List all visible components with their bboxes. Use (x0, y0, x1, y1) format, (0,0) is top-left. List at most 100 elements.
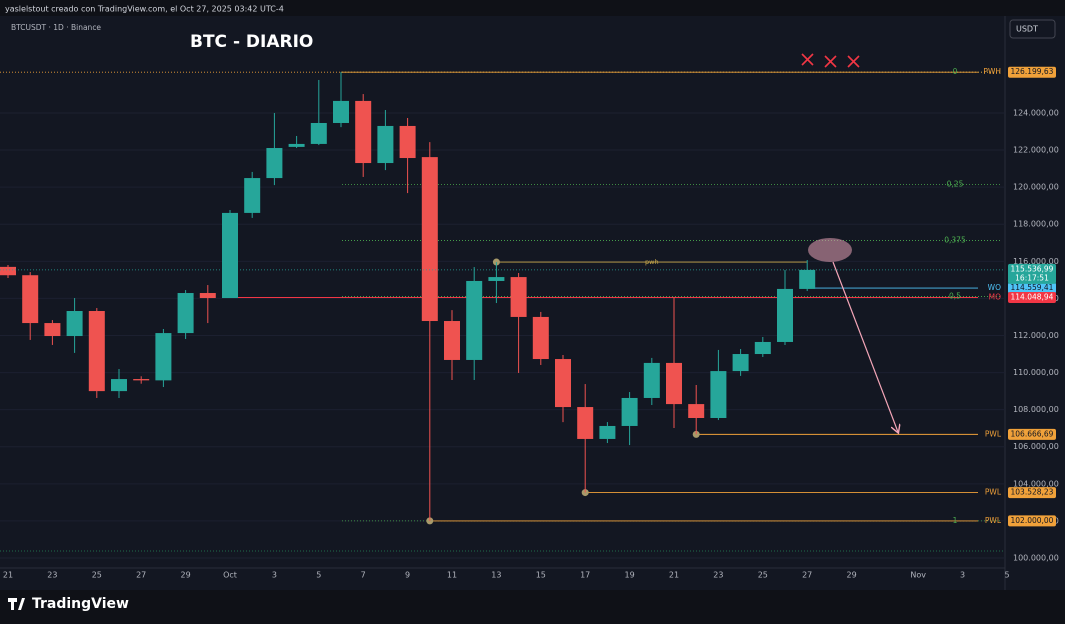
price-label: 102.000,00 (1011, 516, 1054, 525)
candle-body (288, 143, 305, 147)
arrow (832, 261, 898, 432)
candle-body (777, 288, 793, 342)
logo (8, 598, 25, 610)
candle-body (199, 293, 216, 299)
x-tick-label: 27 (802, 571, 812, 580)
y-tick-label: 116.000,00 (1013, 257, 1059, 266)
highlight-ellipse (808, 238, 852, 262)
y-tick-label: 106.000,00 (1013, 442, 1059, 451)
last-price-label: 115.536,99 (1011, 264, 1054, 273)
y-tick-label: 110.000,00 (1013, 368, 1059, 377)
price-label: 114.559,41 (1011, 283, 1054, 292)
candle-body (266, 148, 283, 179)
candle-body (599, 425, 616, 439)
price-label: 114.048,94 (1011, 292, 1054, 301)
x-tick-label: 27 (136, 571, 146, 580)
x-tick-label: 5 (1004, 571, 1009, 580)
y-tick-label: 112.000,00 (1013, 331, 1059, 340)
last-price-box (1008, 263, 1056, 284)
candle-body (488, 277, 505, 281)
candle-body (799, 269, 816, 289)
candle-body (688, 404, 705, 418)
x-tick-label: 3 (960, 571, 965, 580)
candle-body (621, 397, 638, 426)
x-tick-label: 3 (272, 571, 277, 580)
candle-body (666, 362, 682, 405)
level-anchor (692, 430, 700, 438)
level-name: MO (989, 292, 1001, 301)
candle-body (555, 359, 571, 408)
candle-body (532, 316, 549, 360)
candle-body (111, 379, 127, 392)
chart-title: BTC - DIARIO (190, 32, 313, 52)
x-tick-label: 25 (758, 571, 768, 580)
x-tick-label: 19 (625, 571, 635, 580)
candle-body (466, 280, 483, 360)
candle-body (310, 122, 327, 144)
x-tick-label: 29 (181, 571, 191, 580)
price-label-box (1008, 282, 1056, 294)
candle-body (510, 277, 527, 317)
y-tick-label: 100.000,00 (1013, 553, 1059, 562)
level-anchor (581, 489, 589, 497)
currency-box[interactable] (1009, 19, 1056, 39)
fib-label: 0,375 (944, 235, 966, 244)
price-label-box (1008, 515, 1056, 527)
candle-body (22, 275, 39, 324)
fib-label: 1 (953, 516, 958, 525)
candle-body (244, 178, 261, 213)
plot: pwh (0, 71, 1005, 559)
y-tick-label: 104.000,00 (1013, 479, 1059, 488)
x-tick-label: Nov (910, 571, 926, 580)
candle-body (399, 125, 416, 159)
candle-body (66, 311, 83, 337)
candle-body (333, 100, 349, 123)
candle-body (577, 407, 594, 439)
candle-body (177, 293, 194, 334)
candle-body (355, 100, 372, 164)
x-tick-label: 23 (47, 571, 57, 580)
level-name: PWL (985, 429, 1002, 438)
y-tick-label: 122.000,00 (1013, 146, 1059, 155)
x-tick-label: 21 (3, 571, 13, 580)
x-tick-label: 15 (536, 571, 546, 580)
price-label-box (1008, 291, 1056, 303)
level-name: PWL (985, 488, 1002, 497)
chart-area (0, 16, 1065, 590)
pwh-label: pwh (645, 258, 659, 266)
x-tick-label: 5 (316, 571, 321, 580)
y-tick-label: 124.000,00 (1013, 108, 1059, 117)
y-tick-label: 120.000,00 (1013, 183, 1059, 192)
countdown: 16:17:51 (1015, 273, 1049, 282)
candle-body (222, 212, 238, 299)
level-name: PWH (983, 67, 1001, 76)
x-tick-label: 17 (580, 571, 590, 580)
x-tick-label: 23 (713, 571, 723, 580)
candle-body (710, 371, 727, 418)
fib-label: 0,5 (949, 292, 961, 301)
y-tick-label: 118.000,00 (1013, 220, 1059, 229)
x-tick-label: Oct (223, 571, 237, 580)
candle-body (732, 354, 749, 372)
x-tick-label: 9 (405, 571, 410, 580)
footer-logo: TradingView (32, 596, 129, 612)
candle-body (155, 333, 172, 381)
price-label: 103.528,23 (1011, 488, 1054, 497)
x-tick-label: 29 (847, 571, 857, 580)
price-label-box (1008, 487, 1056, 499)
x-tick-label: 11 (447, 571, 457, 580)
header: yaslelstout creado con TradingView.com, … (5, 5, 284, 14)
candle-body (133, 379, 150, 381)
level-name: WO (988, 283, 1001, 292)
currency: USDT (1016, 25, 1038, 34)
level-name: PWL (985, 516, 1002, 525)
x-tick-label: 25 (92, 571, 102, 580)
candle-body (0, 266, 16, 276)
candle-body (754, 341, 771, 355)
cross-marks (801, 53, 860, 68)
fib-label: 0,25 (947, 179, 964, 188)
candle-body (643, 362, 660, 398)
candle-body (88, 311, 105, 392)
